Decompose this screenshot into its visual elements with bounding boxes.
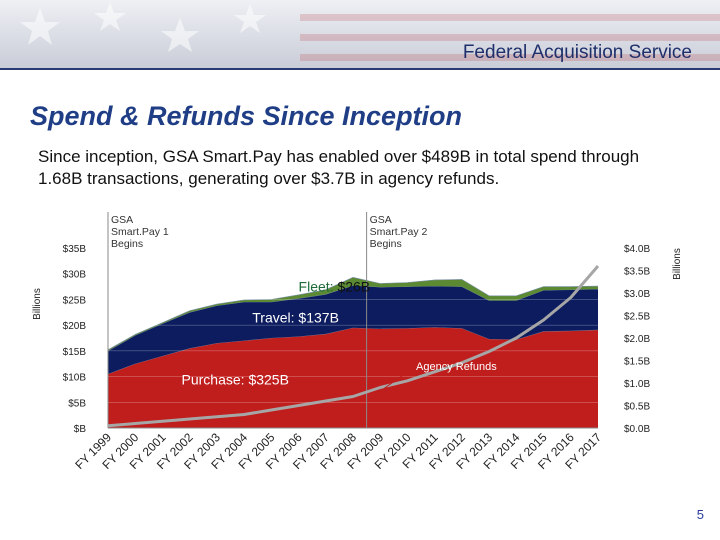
series-label-travel: Travel: $137B bbox=[252, 310, 339, 326]
series-label-fleet: Fleet: $26B bbox=[299, 279, 371, 295]
slide-title: Spend & Refunds Since Inception bbox=[30, 101, 463, 131]
y-left-tick-label: $35B bbox=[63, 244, 87, 255]
series-label-name: Travel: bbox=[252, 310, 298, 326]
refund-label-arrow bbox=[383, 368, 413, 389]
series-label-value: $325B bbox=[248, 371, 288, 387]
annotation-smartpay1-line: Begins bbox=[111, 238, 143, 250]
banner-title: Federal Acquisition Service bbox=[462, 42, 692, 63]
area-travel bbox=[108, 285, 598, 374]
y-left-tick-label: $30B bbox=[63, 270, 87, 281]
annotation-smartpay2-line: Begins bbox=[370, 238, 402, 250]
series-label-name: Purchase: bbox=[182, 371, 249, 387]
y-left-tick-label: $25B bbox=[63, 295, 87, 306]
refund-label: Agency Refunds bbox=[416, 361, 497, 373]
y-left-tick-label: $B bbox=[74, 424, 87, 435]
y-left-axis-title: Billions bbox=[32, 288, 43, 320]
slide-subtitle: Since inception, GSA Smart.Pay has enabl… bbox=[38, 147, 640, 188]
series-label-value: $137B bbox=[298, 310, 338, 326]
refund-line bbox=[107, 265, 600, 428]
banner-divider bbox=[0, 68, 720, 70]
y-right-tick-label: $0.0B bbox=[624, 424, 650, 435]
y-right-tick-label: $2.5B bbox=[624, 312, 650, 323]
y-right-tick-label: $4.0B bbox=[624, 244, 650, 255]
annotation-smartpay1-line: GSA bbox=[111, 214, 133, 226]
flag-stars-graphic bbox=[20, 2, 720, 61]
y-right-tick-label: $1.0B bbox=[624, 379, 650, 390]
series-label-purchase: Purchase: $325B bbox=[182, 371, 289, 387]
area-edge-fleet bbox=[107, 276, 599, 351]
annotation-smartpay2-line: Smart.Pay 2 bbox=[370, 226, 428, 238]
annotation-smartpay1-line: Smart.Pay 1 bbox=[111, 226, 169, 238]
header-banner: Federal Acquisition Service bbox=[0, 0, 720, 70]
y-right-tick-label: $1.5B bbox=[624, 357, 650, 368]
y-right-tick-label: $3.0B bbox=[624, 289, 650, 300]
page-number: 5 bbox=[696, 507, 704, 522]
series-label-value: $26B bbox=[337, 279, 370, 295]
y-left-tick-label: $10B bbox=[63, 373, 87, 384]
y-right-tick-label: $3.5B bbox=[624, 267, 650, 278]
y-right-axis-title: Billions bbox=[672, 248, 683, 280]
series-label-name: Fleet: bbox=[299, 279, 338, 295]
y-right-tick-label: $2.0B bbox=[624, 334, 650, 345]
y-right-tick-label: $0.5B bbox=[624, 402, 650, 413]
area-purchase bbox=[108, 327, 598, 428]
y-left-tick-label: $15B bbox=[63, 347, 87, 358]
y-left-tick-label: $20B bbox=[63, 321, 87, 332]
annotation-smartpay2-line: GSA bbox=[370, 214, 392, 226]
y-left-tick-label: $5B bbox=[68, 398, 86, 409]
